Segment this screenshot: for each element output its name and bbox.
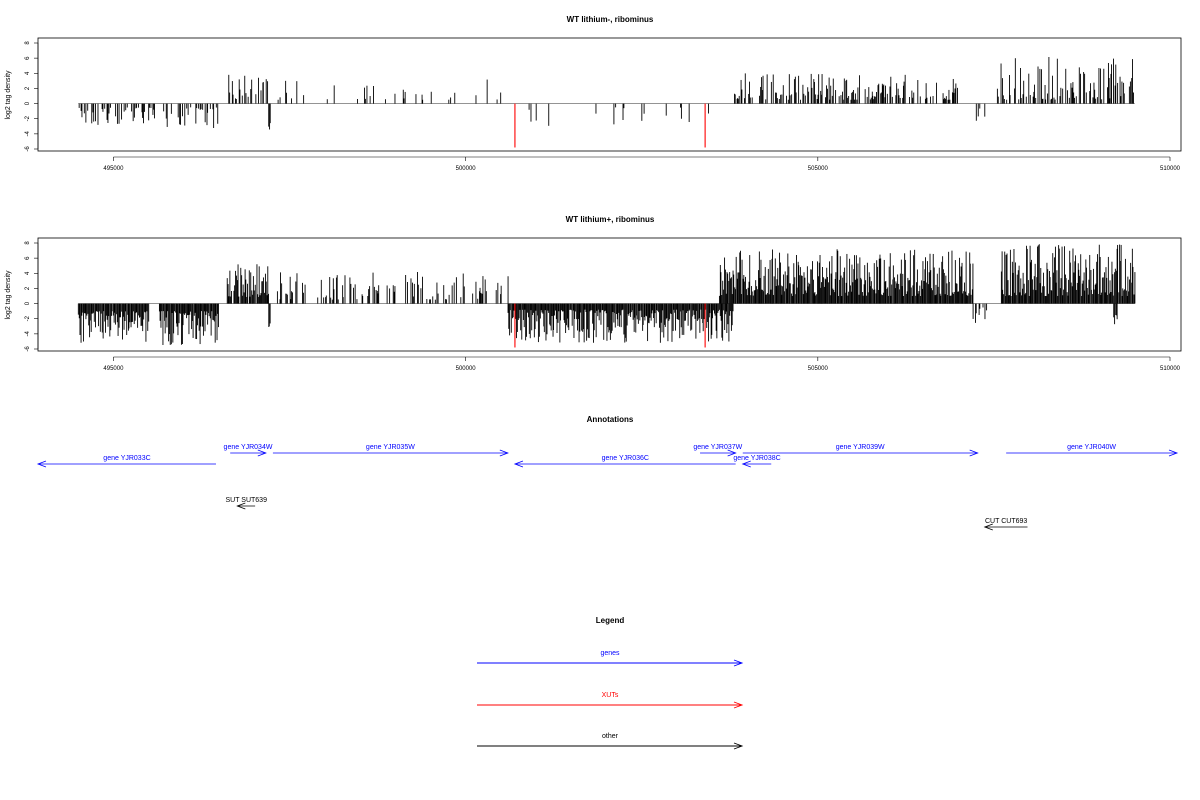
y-tick-label: 6 [25, 256, 31, 260]
annotation-items: gene YJR033C gene YJR034W gene YJR035W gene… [36, 444, 1179, 531]
panel-title: WT lithium-, ribominus [567, 15, 654, 24]
axes-group: -6 -4 -2 0 2 4 6 8 495000 500000 505000 510000 [25, 41, 1181, 172]
track-panel-lithium-plus: WT lithium+, ribominus log2 tag density … [5, 215, 1182, 372]
legend-panel: Legend genes XUTs other [477, 616, 744, 750]
bar-group [77, 244, 1136, 346]
y-tick-label: 4 [25, 271, 31, 275]
y-tick-label: 6 [25, 56, 31, 60]
x-tick-label: 510000 [1160, 366, 1181, 372]
annotation-label: CUT CUT693 [985, 518, 1027, 525]
x-tick-label: 510000 [1160, 166, 1181, 172]
legend-arrowhead [733, 742, 744, 750]
annotation-label: gene YJR039W [836, 444, 885, 451]
bar-group [78, 56, 1135, 130]
y-tick-label: 0 [25, 101, 31, 105]
x-tick-label: 495000 [103, 366, 124, 372]
y-tick-label: 8 [25, 41, 31, 45]
y-tick-label: 2 [25, 86, 31, 90]
legend-arrowhead [733, 701, 744, 709]
legend-title: Legend [596, 616, 625, 625]
annotation-arrowhead [36, 460, 47, 468]
y-axis-label: log2 tag density [5, 270, 12, 320]
annotation-arrowhead [741, 460, 751, 468]
y-tick-label: -4 [25, 131, 31, 137]
y-tick-label: 4 [25, 71, 31, 75]
annotation-label: gene YJR040W [1067, 444, 1116, 451]
legend-items: genes XUTs other [477, 650, 744, 750]
y-tick-label: 2 [25, 286, 31, 290]
axes-group: -6 -4 -2 0 2 4 6 8 495000 500000 505000 510000 [25, 241, 1181, 372]
annotation-label: gene YJR034W [224, 444, 273, 451]
y-tick-label: -6 [25, 346, 31, 352]
xut-highlight-group [514, 303, 706, 348]
x-tick-label: 505000 [808, 166, 829, 172]
y-tick-label: 8 [25, 241, 31, 245]
annotation-arrowhead [513, 460, 524, 468]
annotation-arrowhead [236, 502, 246, 510]
x-tick-label: 500000 [456, 366, 477, 372]
y-axis-label: log2 tag density [5, 70, 12, 120]
plot-frame [37, 237, 1182, 352]
annotation-arrowhead [1168, 449, 1179, 457]
annotation-label: gene YJR037W [693, 444, 742, 451]
x-tick-label: 495000 [103, 166, 124, 172]
panel-title: WT lithium+, ribominus [566, 215, 655, 224]
track-panel-lithium-minus: WT lithium-, ribominus log2 tag density … [5, 15, 1182, 172]
x-tick-label: 500000 [456, 166, 477, 172]
y-tick-label: 0 [25, 301, 31, 305]
annotation-label: gene YJR036C [602, 455, 649, 462]
annotation-label: gene YJR038C [733, 455, 780, 462]
annotation-arrowhead [983, 523, 993, 531]
annotation-label: SUT SUT639 [225, 497, 267, 504]
annotation-arrowhead [969, 449, 979, 457]
annotation-label: gene YJR035W [366, 444, 415, 451]
legend-label: other [602, 733, 619, 740]
legend-label: XUTs [602, 692, 619, 699]
legend-arrowhead [733, 659, 744, 667]
annotations-title: Annotations [587, 415, 634, 424]
y-tick-label: -4 [25, 331, 31, 337]
y-tick-label: -6 [25, 146, 31, 152]
y-tick-label: -2 [25, 315, 31, 321]
annotation-arrowhead [727, 449, 737, 457]
annotation-arrowhead [499, 449, 509, 457]
xut-highlight-group [514, 103, 706, 148]
y-tick-label: -2 [25, 115, 31, 121]
legend-label: genes [600, 650, 620, 657]
annotation-arrowhead [257, 449, 267, 457]
x-tick-label: 505000 [808, 366, 829, 372]
annotation-label: gene YJR033C [103, 455, 150, 462]
